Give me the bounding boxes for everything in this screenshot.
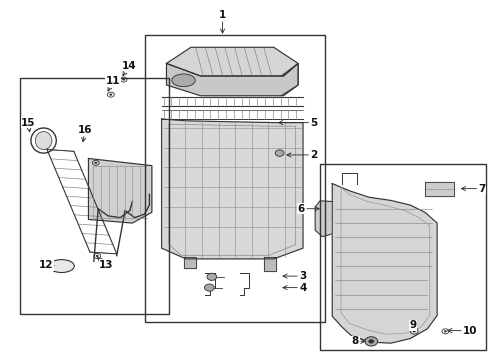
Bar (144, 35, 325, 321)
Bar (320, 164, 485, 350)
Text: 9: 9 (408, 320, 416, 330)
Bar (20, 78, 168, 315)
Circle shape (94, 162, 97, 164)
Text: 2: 2 (286, 150, 317, 160)
Polygon shape (424, 182, 453, 196)
Text: 7: 7 (461, 184, 485, 194)
Text: 11: 11 (105, 76, 120, 91)
Text: 4: 4 (283, 283, 306, 293)
Text: 10: 10 (447, 325, 476, 336)
Text: 1: 1 (219, 10, 226, 33)
Circle shape (109, 94, 112, 96)
Circle shape (206, 273, 216, 280)
Ellipse shape (49, 260, 74, 273)
Text: 5: 5 (278, 118, 317, 128)
Polygon shape (161, 119, 303, 259)
Circle shape (204, 284, 214, 291)
Polygon shape (315, 201, 331, 237)
Circle shape (443, 330, 446, 332)
Circle shape (122, 78, 125, 81)
Circle shape (96, 255, 99, 257)
Polygon shape (183, 257, 195, 268)
Circle shape (364, 337, 377, 346)
Text: 13: 13 (98, 258, 113, 270)
Ellipse shape (171, 74, 195, 87)
Polygon shape (166, 47, 298, 76)
Circle shape (412, 330, 415, 332)
Polygon shape (166, 63, 298, 96)
Text: 15: 15 (21, 118, 36, 132)
Polygon shape (264, 257, 276, 271)
Text: 12: 12 (39, 260, 54, 270)
Text: 3: 3 (283, 271, 306, 281)
Circle shape (367, 339, 373, 343)
Circle shape (275, 150, 284, 156)
Text: 16: 16 (78, 125, 92, 142)
Text: 8: 8 (351, 336, 364, 346)
Text: 14: 14 (122, 61, 136, 76)
Polygon shape (331, 184, 436, 343)
Text: 6: 6 (297, 204, 319, 214)
Ellipse shape (35, 132, 52, 149)
Polygon shape (88, 158, 152, 223)
